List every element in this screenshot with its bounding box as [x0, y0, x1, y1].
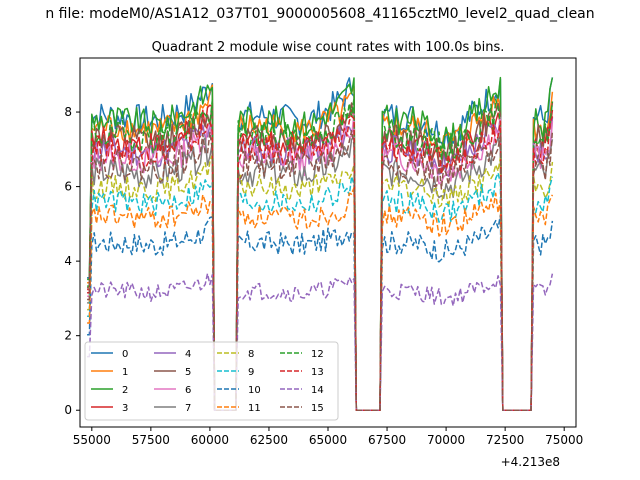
series-line-15	[87, 130, 554, 411]
series-line-13	[87, 115, 554, 411]
x-tick-label: 72500	[486, 433, 524, 447]
x-tick-label: 75000	[545, 433, 583, 447]
x-tick-label: 65000	[309, 433, 347, 447]
figure-suptitle: n file: modeM0/AS1A12_037T01_9000005608_…	[45, 6, 594, 22]
legend-label: 2	[122, 385, 128, 396]
y-tick-label: 4	[64, 254, 72, 268]
legend-label: 14	[311, 385, 324, 396]
series-line-8	[87, 153, 554, 411]
series-line-12	[87, 97, 554, 411]
x-tick-label: 57500	[132, 433, 170, 447]
legend-label: 6	[185, 385, 191, 396]
x-tick-label: 67500	[368, 433, 406, 447]
series-line-2	[87, 76, 554, 411]
x-tick-label: 62500	[250, 433, 288, 447]
series-line-14	[87, 272, 554, 411]
series-line-11	[87, 187, 554, 411]
chart-title: Quadrant 2 module wise count rates with …	[152, 40, 505, 55]
legend-label: 4	[185, 349, 191, 360]
legend-label: 10	[248, 385, 261, 396]
legend-label: 0	[122, 349, 128, 360]
series-line-5	[87, 102, 554, 411]
y-tick-label: 8	[64, 105, 72, 119]
plot-lines	[87, 76, 554, 411]
x-offset-label: +4.213e8	[501, 455, 560, 469]
legend-label: 12	[311, 349, 324, 360]
legend-label: 5	[185, 367, 191, 378]
y-axis: 0 2 4 6 8	[64, 105, 80, 417]
legend-label: 7	[185, 403, 191, 414]
legend-label: 15	[311, 403, 324, 414]
y-tick-label: 6	[64, 180, 72, 194]
series-line-1	[87, 84, 554, 411]
legend-box	[84, 341, 339, 421]
y-tick-label: 0	[64, 403, 72, 417]
legend-label: 3	[122, 403, 128, 414]
y-tick-label: 2	[64, 329, 72, 343]
legend-label: 11	[248, 403, 261, 414]
legend-label: 9	[248, 367, 254, 378]
series-line-10	[87, 214, 554, 411]
legend-label: 1	[122, 367, 128, 378]
legend-label: 13	[311, 367, 324, 378]
x-axis: 55000 57500 60000 62500 65000 67500 70000 72500…	[73, 427, 583, 447]
series-line-9	[87, 172, 554, 411]
x-tick-label: 55000	[73, 433, 111, 447]
legend-label: 8	[248, 349, 254, 360]
x-tick-label: 60000	[191, 433, 229, 447]
x-tick-label: 70000	[427, 433, 465, 447]
